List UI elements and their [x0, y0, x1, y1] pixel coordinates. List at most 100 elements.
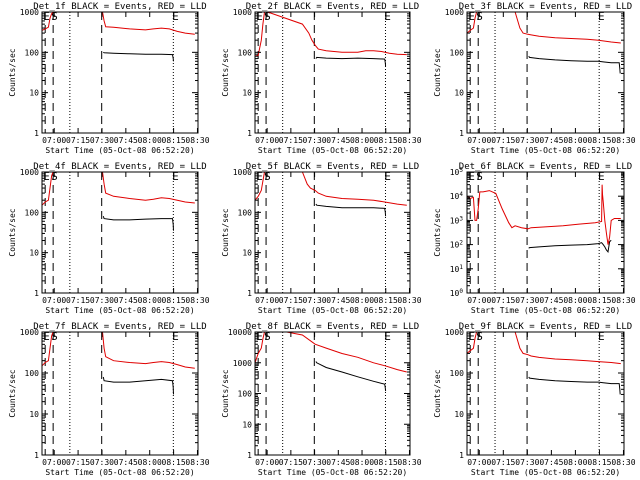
- marker-letter-e1: E: [256, 330, 263, 343]
- axes-frame: [466, 331, 625, 456]
- x-tick-label: 07:00: [42, 296, 66, 305]
- x-tick-label: 07:00: [255, 296, 279, 305]
- marker-letter-e2: E: [172, 170, 179, 183]
- panel-9: ESE07:0007:1507:3007:4508:0008:1508:3011…: [433, 322, 636, 477]
- axes-frame: [41, 171, 199, 294]
- marker-letter-e1: E: [43, 330, 50, 343]
- x-tick-label: 07:15: [279, 136, 303, 145]
- marker-letter-e2: E: [172, 330, 179, 343]
- y-tick-label: 10: [454, 410, 464, 419]
- panel-5: ESE07:0007:1507:3007:4508:0008:1508:3011…: [221, 162, 422, 315]
- series-lld-line: [42, 332, 195, 369]
- x-tick-label: 07:30: [90, 136, 114, 145]
- y-tick-label: 1: [247, 451, 252, 460]
- x-tick-label: 08:30: [611, 296, 635, 305]
- marker-letter-e2: E: [598, 170, 605, 183]
- x-tick-label: 07:45: [539, 296, 563, 305]
- x-tick-label: 08:30: [397, 296, 421, 305]
- x-tick-label: 07:30: [90, 296, 114, 305]
- panel-title: Det_2f BLACK = Events, RED = LLD: [246, 2, 419, 12]
- marker-letter-e1: E: [468, 170, 475, 183]
- y-axis-label: Counts/sec: [8, 369, 17, 417]
- x-tick-label: 07:45: [114, 136, 138, 145]
- series-events-line: [528, 55, 621, 74]
- y-axis-label: Counts/sec: [433, 208, 442, 256]
- x-tick-label: 07:45: [326, 458, 350, 467]
- x-tick-label: 08:30: [185, 458, 209, 467]
- y-tick-label: 100: [450, 288, 464, 298]
- x-tick-label: 07:30: [90, 458, 114, 467]
- x-tick-label: 08:00: [563, 136, 587, 145]
- x-axis-label: Start Time (05-Oct-08 06:52:20): [258, 306, 407, 315]
- x-tick-label: 07:00: [467, 458, 491, 467]
- series-events-line: [315, 56, 387, 67]
- x-tick-label: 07:15: [66, 458, 90, 467]
- y-axis-label: Counts/sec: [8, 208, 17, 256]
- y-tick-label: 1: [247, 289, 252, 298]
- y-tick-label: 1000: [233, 8, 252, 17]
- marker-letter-e2: E: [384, 10, 391, 23]
- y-axis-label: Counts/sec: [433, 48, 442, 96]
- y-tick-label: 100: [238, 48, 253, 57]
- x-tick-label: 08:30: [611, 458, 635, 467]
- x-tick-label: 07:30: [303, 458, 327, 467]
- x-axis-label: Start Time (05-Oct-08 06:52:20): [258, 146, 407, 155]
- x-tick-label: 08:15: [374, 296, 398, 305]
- marker-letter-e1: E: [43, 10, 50, 23]
- series-lld-line: [255, 12, 407, 57]
- x-tick-label: 07:00: [42, 136, 66, 145]
- y-tick-label: 1000: [445, 328, 464, 337]
- series-lld-line: [255, 332, 407, 373]
- x-tick-label: 07:15: [491, 296, 515, 305]
- series-events-line: [102, 216, 174, 231]
- x-tick-label: 08:15: [374, 136, 398, 145]
- x-tick-label: 08:15: [587, 296, 611, 305]
- x-tick-label: 07:30: [515, 458, 539, 467]
- x-tick-label: 07:00: [42, 458, 66, 467]
- x-tick-label: 07:45: [539, 136, 563, 145]
- x-tick-label: 08:15: [587, 458, 611, 467]
- series-events-line: [103, 51, 174, 62]
- axes-frame: [254, 171, 411, 294]
- panel-title: Det_6f BLACK = Events, RED = LLD: [459, 162, 632, 172]
- y-tick-label: 100: [238, 208, 253, 217]
- x-tick-label: 08:00: [350, 136, 374, 145]
- y-tick-label: 1: [247, 129, 252, 138]
- y-tick-label: 10: [242, 420, 252, 429]
- series-events-line: [102, 376, 174, 395]
- x-tick-label: 08:15: [162, 458, 186, 467]
- x-tick-label: 07:15: [66, 296, 90, 305]
- y-tick-label: 1000: [233, 359, 252, 368]
- x-tick-label: 07:00: [255, 136, 279, 145]
- panel-6: ESE07:0007:1507:3007:4508:0008:1508:3010…: [433, 162, 636, 315]
- x-axis-label: Start Time (05-Oct-08 06:52:20): [258, 468, 407, 477]
- panel-7: ESE07:0007:1507:3007:4508:0008:1508:3011…: [8, 322, 210, 477]
- x-tick-label: 08:00: [138, 136, 162, 145]
- marker-letter-e1: E: [468, 330, 475, 343]
- x-tick-label: 07:00: [467, 136, 491, 145]
- y-axis-label: Counts/sec: [221, 369, 230, 417]
- series-events-line: [528, 376, 621, 395]
- y-tick-label: 1000: [233, 168, 252, 177]
- axes-frame: [41, 331, 199, 456]
- x-axis-label: Start Time (05-Oct-08 06:52:20): [45, 306, 194, 315]
- y-tick-label: 1: [34, 289, 39, 298]
- series-lld-line: [467, 12, 621, 44]
- y-tick-label: 103: [450, 215, 464, 225]
- x-axis-label: Start Time (05-Oct-08 06:52:20): [471, 468, 620, 477]
- y-tick-label: 10: [454, 89, 464, 98]
- series-events-line: [315, 203, 387, 217]
- y-tick-label: 10: [242, 249, 252, 258]
- marker-letter-e2: E: [172, 10, 179, 23]
- y-axis-label: Counts/sec: [221, 48, 230, 96]
- x-tick-label: 07:15: [491, 458, 515, 467]
- series-lld-line: [467, 184, 621, 245]
- x-tick-label: 07:30: [515, 136, 539, 145]
- panel-4: ESE07:0007:1507:3007:4508:0008:1508:3011…: [8, 162, 210, 315]
- y-tick-label: 10: [29, 410, 39, 419]
- x-tick-label: 08:30: [397, 458, 421, 467]
- x-tick-label: 08:00: [350, 458, 374, 467]
- marker-letter-e2: E: [598, 10, 605, 23]
- x-tick-label: 07:15: [279, 458, 303, 467]
- panel-title: Det_3f BLACK = Events, RED = LLD: [459, 2, 632, 12]
